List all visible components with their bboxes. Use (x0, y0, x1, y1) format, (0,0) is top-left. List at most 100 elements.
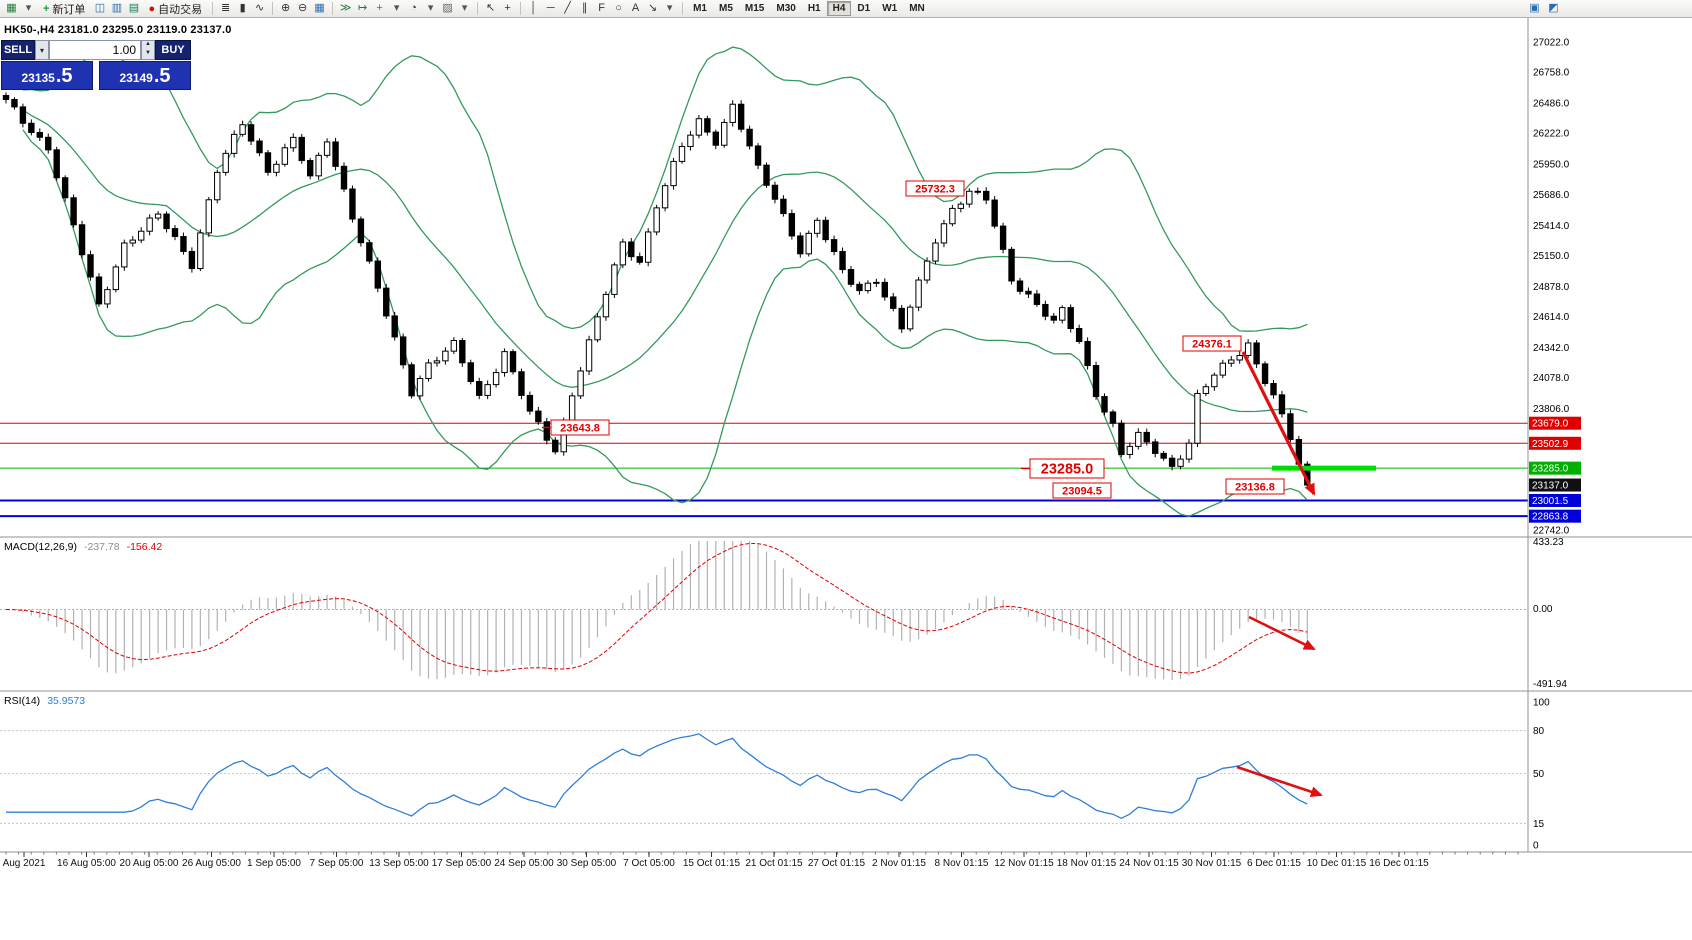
timeframe-m30-button[interactable]: M30 (776, 3, 796, 14)
zoom-in-icon[interactable]: ⊕ (280, 2, 291, 14)
indicators-icon[interactable]: + (376, 2, 383, 14)
candlestick-chart-icon[interactable]: ▮ (239, 2, 246, 14)
svg-text:23136.8: 23136.8 (1235, 481, 1275, 493)
candle (881, 281, 888, 298)
price-axis[interactable]: 27022.0 26758.0 26486.0 26222.0 25950.0 25686… (1529, 37, 1581, 537)
bar-chart-icon[interactable]: ≣ (220, 2, 231, 14)
templates-dropdown-icon[interactable]: ▾ (461, 2, 468, 14)
candle (1168, 457, 1176, 467)
auto-trading-button[interactable]: ● 自动交易 (142, 1, 208, 16)
arrow-object-icon[interactable]: ↘ (647, 2, 658, 14)
timeframe-m15-button[interactable]: M15 (744, 3, 765, 14)
candle (1059, 307, 1066, 321)
price-label-annotation-23136.8[interactable]: 23136.8 (1225, 478, 1285, 495)
trend-arrows[interactable] (1236, 351, 1323, 798)
community-icon[interactable]: ◩ (1548, 2, 1559, 14)
shapes-icon[interactable]: ○ (615, 2, 622, 14)
timeframe-m5-button[interactable]: M5 (719, 3, 733, 14)
chart-list-dropdown-icon[interactable]: ▾ (25, 2, 32, 14)
horizontal-line-icon[interactable]: ─ (546, 2, 555, 14)
periods-dropdown-icon[interactable]: ▾ (427, 2, 434, 14)
candle (1152, 441, 1159, 454)
channel-icon[interactable]: ∥ (581, 2, 588, 14)
crosshair-icon[interactable]: + (504, 2, 511, 14)
price-label-annotation-23643.8[interactable]: 23643.8 (542, 419, 610, 436)
timeframe-d1-button[interactable]: D1 (857, 3, 871, 14)
text-icon[interactable]: A (631, 2, 640, 14)
volume-down-button[interactable]: ▼ (145, 50, 151, 56)
candle (1008, 248, 1015, 282)
timeframe-w1-button[interactable]: W1 (882, 3, 898, 14)
volume-input[interactable] (49, 40, 141, 60)
timeframe-mn-button[interactable]: MN (909, 3, 925, 14)
candle (856, 283, 863, 292)
new-order-button-label: 新订单 (52, 3, 86, 16)
price-label-annotation-23094.5[interactable]: 23094.5 (1052, 482, 1112, 499)
zoom-out-icon[interactable]: ⊖ (297, 2, 308, 14)
red-trend-arrow-1[interactable] (1241, 351, 1316, 496)
auto-scroll-icon[interactable]: ≫ (339, 2, 352, 14)
red-trend-arrow-2[interactable] (1248, 615, 1316, 651)
candle (273, 163, 280, 173)
green-support-segment[interactable] (1272, 465, 1376, 471)
indicators-dropdown-icon[interactable]: ▾ (393, 2, 400, 14)
candle (323, 141, 331, 156)
line-chart-icon[interactable]: ∿ (254, 2, 265, 14)
candle (1287, 413, 1294, 441)
candle (476, 381, 483, 396)
chart-shift-icon[interactable]: ↦ (357, 2, 368, 14)
window-layout-icon[interactable]: ▣ (1529, 2, 1540, 14)
sell-price-main: 23135 (21, 71, 55, 85)
price-label-annotation-23285.0[interactable]: 23285.0 (1021, 458, 1105, 479)
periods-icon[interactable]: ◔ (410, 2, 417, 14)
horizontal-lines[interactable] (0, 422, 1528, 518)
timeframe-m1-button[interactable]: M1 (693, 3, 707, 14)
fibonacci-icon[interactable]: F (598, 2, 605, 14)
buy-button[interactable]: BUY (155, 40, 191, 60)
candle (188, 250, 196, 270)
svg-text:23285.0: 23285.0 (1532, 464, 1569, 475)
grid-icon[interactable]: ▦ (314, 2, 325, 14)
volume-up-button[interactable]: ▲ (145, 41, 151, 47)
cursor-icon[interactable]: ↖ (485, 2, 496, 14)
price-tick-label: 24878.0 (1533, 282, 1570, 293)
time-axis-label: 24 Sep 05:00 (494, 858, 554, 869)
timeframe-h4-button[interactable]: H4 (826, 1, 852, 16)
chart-window-icon[interactable]: ◫ (94, 2, 106, 14)
red-trend-arrow-3[interactable] (1236, 765, 1323, 798)
candle (678, 145, 686, 162)
candle (239, 124, 246, 135)
market-watch-icon[interactable]: ▤ (128, 2, 140, 14)
buy-price-big-digit: .5 (153, 65, 171, 87)
rsi-indicator-label[interactable]: RSI(14) 35.9573 (4, 695, 85, 707)
volume-dropdown-icon[interactable]: ▾ (35, 40, 49, 60)
buy-price-display[interactable]: 23149.5 (99, 61, 191, 90)
candle (467, 362, 474, 383)
trendline-icon[interactable]: ╱ (564, 2, 571, 14)
candle (332, 141, 339, 167)
vertical-line-icon[interactable]: │ (530, 2, 538, 14)
time-axis[interactable]: Aug 2021 16 Aug 05:00 20 Aug 05:00 26 Aug 0… (3, 852, 1519, 869)
candle (1084, 341, 1091, 367)
templates-icon[interactable]: ▨ (442, 2, 453, 14)
candle (645, 231, 652, 263)
tile-windows-icon[interactable]: ▥ (111, 2, 123, 14)
new-chart-icon[interactable]: ▦ (6, 2, 17, 14)
candle (949, 207, 956, 225)
price-annotations[interactable]: 25732.3 24376.1 23643.8 23285.0 23094.5 23136… (542, 180, 1285, 499)
rsi-value: 35.9573 (47, 695, 86, 707)
objects-dropdown-icon[interactable]: ▾ (666, 2, 673, 14)
candle (349, 188, 356, 220)
timeframe-h1-button[interactable]: H1 (807, 3, 821, 14)
candlestick-series (2, 92, 1311, 488)
price-tick-label: 26758.0 (1533, 68, 1570, 79)
sell-price-display[interactable]: 23135.5 (1, 61, 93, 90)
price-label-annotation-25732.3[interactable]: 25732.3 (905, 180, 965, 197)
price-label-annotation-24376.1[interactable]: 24376.1 (1182, 335, 1242, 352)
candle (1050, 315, 1057, 321)
new-order-button[interactable]: + 新订单 (37, 1, 91, 16)
sell-button[interactable]: SELL (1, 40, 35, 60)
macd-indicator-label[interactable]: MACD(12,26,9) -237.78 -156.42 (4, 541, 162, 553)
svg-text:23643.8: 23643.8 (560, 422, 600, 434)
